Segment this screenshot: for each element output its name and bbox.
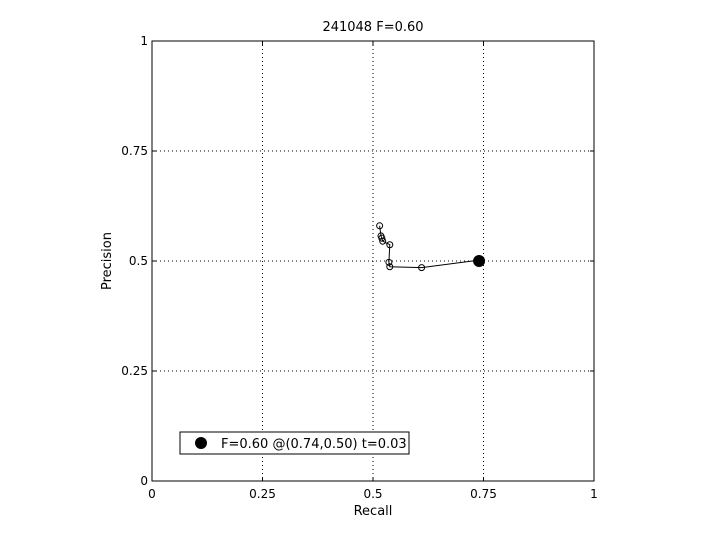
- best-point-marker: [473, 255, 486, 267]
- data-point: [418, 264, 426, 272]
- data-point: [376, 222, 384, 230]
- legend-box: [179, 431, 410, 455]
- x-axis-label: Recall: [354, 504, 393, 519]
- legend-marker-best-point: [195, 437, 207, 449]
- y-tick-label: 0: [140, 474, 148, 488]
- data-point: [378, 234, 386, 242]
- x-tick-label: 0: [148, 487, 156, 501]
- y-tick-label: 0.75: [121, 144, 148, 158]
- y-tick-label: 1: [140, 34, 148, 48]
- legend-entry: F=0.60 @(0.74,0.50) t=0.03: [221, 437, 407, 452]
- data-point: [379, 237, 387, 245]
- data-point: [386, 241, 394, 249]
- series-line: [379, 225, 480, 269]
- x-tick-label: 0.75: [470, 487, 497, 501]
- axis-ticks: 0 0.25 0.5 0.75 1 0 0.25 0.5 0.75 1: [121, 34, 598, 501]
- x-tick-label: 0.25: [249, 487, 276, 501]
- y-tick-label: 0.5: [129, 254, 148, 268]
- data-series: [376, 222, 486, 272]
- chart-title: 241048 F=0.60: [322, 20, 423, 35]
- legend: F=0.60 @(0.74,0.50) t=0.03: [179, 431, 410, 455]
- data-point: [385, 258, 393, 266]
- x-tick-label: 1: [590, 487, 598, 501]
- x-tick-label: 0.5: [363, 487, 382, 501]
- data-point: [386, 263, 394, 271]
- y-axis-label: Precision: [100, 232, 115, 290]
- y-tick-label: 0.25: [121, 364, 148, 378]
